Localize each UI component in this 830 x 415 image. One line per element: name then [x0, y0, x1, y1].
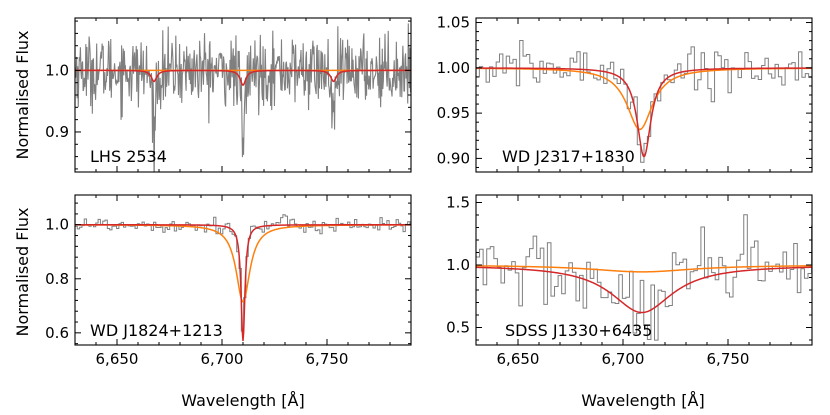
- x-tick-label: 6,750: [306, 350, 349, 368]
- panel-wd-j2317: WD J2317+1830 0.90 0.95 1.00 1.05: [437, 14, 813, 173]
- series-model-red: [75, 69, 411, 87]
- y-tick-label: 1.0: [446, 256, 470, 274]
- series-model-red: [75, 224, 411, 342]
- y-tick-label: 0.6: [45, 324, 69, 342]
- series-model-orange: [476, 265, 812, 273]
- panel-label: WD J1824+1213: [90, 321, 223, 340]
- y-tick-label: 0.95: [437, 104, 470, 122]
- y-axis-title-bottom: Normalised Flux: [13, 207, 32, 336]
- series-model-red: [476, 266, 812, 314]
- panel-label: WD J2317+1830: [502, 147, 635, 166]
- plot-area: [75, 214, 411, 342]
- ticks: [74, 195, 412, 345]
- y-tick-label: 0.9: [45, 123, 69, 141]
- x-axis-title-left: Wavelength [Å]: [181, 391, 304, 410]
- y-tick-label: 1.0: [45, 61, 69, 79]
- y-tick-label: 1.0: [45, 216, 69, 234]
- ticks: [475, 18, 813, 172]
- ticks: [475, 195, 813, 345]
- series-model-orange: [75, 224, 411, 303]
- x-axis-title-right: Wavelength [Å]: [581, 391, 704, 410]
- x-tick-label: 6,650: [497, 350, 540, 368]
- x-tick-label: 6,700: [201, 350, 244, 368]
- series-observed: [476, 214, 812, 341]
- panel-wd-j1824: WD J1824+1213 0.6 0.8 1.0 6,650 6,700 6,750: [45, 194, 412, 368]
- y-tick-label: 0.8: [45, 270, 69, 288]
- plot-area: [75, 23, 411, 172]
- plot-area: [476, 214, 812, 341]
- plot-area: [476, 39, 812, 163]
- y-tick-label: 0.90: [437, 149, 470, 167]
- panel-sdss-j1330: SDSS J1330+6435 0.5 1.0 1.5 6,650 6,700 6,750: [446, 194, 813, 368]
- panel-label: LHS 2534: [90, 147, 167, 166]
- x-tick-label: 6,650: [96, 350, 139, 368]
- panel-lhs-2534: LHS 2534 0.9 1.0: [45, 17, 412, 173]
- y-tick-label: 0.5: [446, 319, 470, 337]
- y-tick-label: 1.00: [437, 59, 470, 77]
- x-tick-label: 6,750: [707, 350, 750, 368]
- panel-label: SDSS J1330+6435: [505, 321, 652, 340]
- ticks: [74, 18, 412, 172]
- x-tick-label: 6,700: [602, 350, 645, 368]
- series-observed: [476, 39, 812, 163]
- series-observed: [75, 23, 411, 172]
- series-model-red: [476, 67, 812, 158]
- y-tick-label: 1.5: [446, 194, 470, 212]
- y-tick-label: 1.05: [437, 14, 470, 32]
- y-axis-title-top: Normalised Flux: [13, 30, 32, 159]
